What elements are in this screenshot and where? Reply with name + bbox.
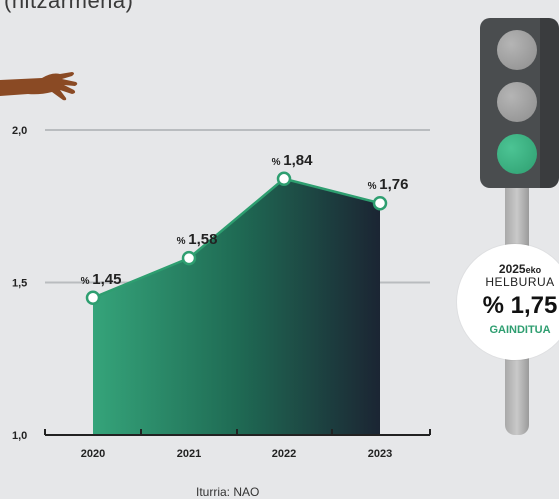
data-label: % 1,58 [177, 231, 218, 248]
x-tick-label: 2020 [81, 448, 105, 460]
data-point [276, 171, 292, 187]
y-tick-label: 1,5 [12, 278, 27, 290]
badge-value: % 1,75 [482, 292, 558, 319]
area-fill [93, 178, 380, 436]
badge-title: HELBURUA [485, 275, 555, 289]
data-point [372, 195, 388, 211]
target-badge: 2025eko HELBURUA % 1,75 GAINDITUA [457, 244, 559, 360]
source-note: Iturria: NAO [196, 485, 260, 499]
data-label: % 1,84 [272, 152, 314, 169]
traffic-light-side [540, 18, 559, 188]
y-tick-label: 2,0 [12, 125, 27, 137]
y-tick-label: 1,0 [12, 430, 27, 442]
badge-note: GAINDITUA [489, 324, 551, 336]
data-point [181, 250, 197, 266]
green-lamp-on [497, 134, 537, 174]
data-label: % 1,76 [368, 176, 409, 193]
red-lamp-off [497, 30, 537, 70]
top-caption: (hitzarmena) [4, 0, 134, 13]
data-point [85, 290, 101, 305]
x-tick-label: 2021 [177, 448, 201, 460]
x-tick-label: 2022 [272, 448, 296, 460]
x-tick-label: 2023 [368, 448, 392, 460]
hand-icon [0, 72, 78, 101]
data-label: % 1,45 [81, 271, 122, 288]
amber-lamp-off [497, 82, 537, 122]
badge-year: 2025eko [498, 262, 542, 276]
series-line [92, 177, 381, 299]
